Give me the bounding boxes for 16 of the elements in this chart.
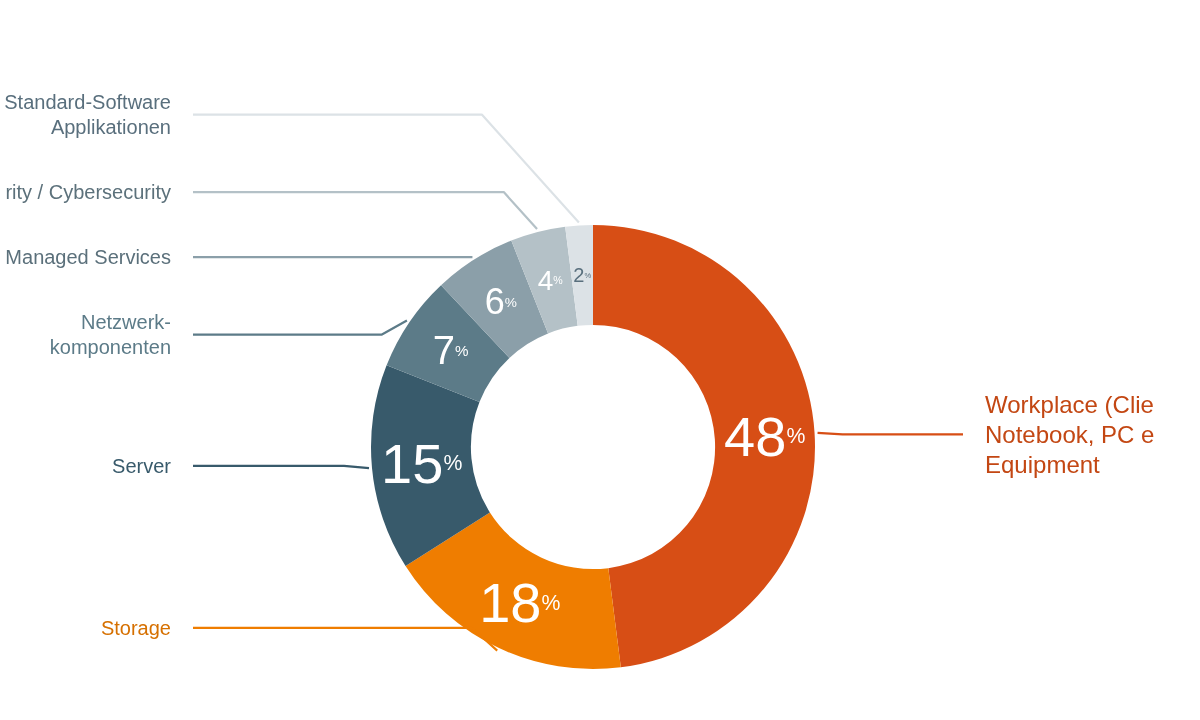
slice-label: Server <box>112 454 172 477</box>
data-label: 6% <box>484 281 517 323</box>
slice-label: rity / Cybersecurity <box>5 181 171 204</box>
slice-label: Managed Services <box>5 246 171 269</box>
data-label: 18% <box>479 571 561 635</box>
data-label: 15% <box>381 431 463 495</box>
donut-slice <box>371 365 490 566</box>
slice-label: Standard-Software Applikationen <box>4 91 171 139</box>
data-label: 48% <box>724 404 806 468</box>
slice-label: Workplace (Clie Notebook, PC e Equipment <box>985 390 1155 478</box>
data-label: 7% <box>432 328 469 373</box>
donut-slice <box>565 225 593 326</box>
donut-slice <box>593 225 815 668</box>
slice-label: Netzwerk- komponenten <box>49 311 171 359</box>
slice-label: Storage <box>100 616 171 639</box>
data-label: 4% <box>537 264 564 296</box>
